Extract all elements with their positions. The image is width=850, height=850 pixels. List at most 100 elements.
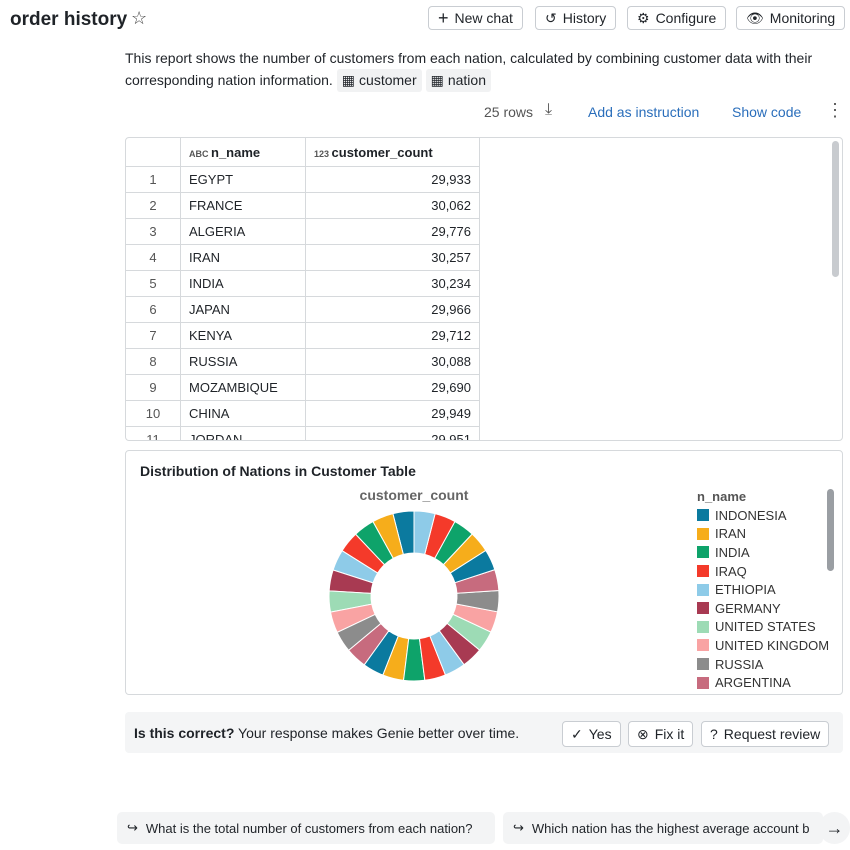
button-label: New chat [454, 10, 513, 26]
show-code-link[interactable]: Show code [732, 104, 802, 120]
download-icon[interactable]: ⤓ [545, 101, 553, 118]
table-cell: 11 [126, 426, 181, 440]
history-button[interactable]: ↺ History [535, 6, 617, 30]
legend-swatch [697, 527, 709, 540]
table-chip[interactable]: ▦ nation [425, 69, 491, 92]
table-row: 6 JAPAN 29,966 [126, 296, 480, 323]
legend-item: INDONESIA [697, 506, 837, 525]
description-text: This report shows the number of customer… [125, 50, 813, 88]
suggestion[interactable]: ↪ What is the total number of customers f… [117, 812, 495, 844]
table-cell: 29,776 [305, 218, 480, 245]
scrollbar[interactable] [832, 141, 839, 277]
table-cell: INDIA [180, 270, 306, 297]
table-cell: 29,712 [305, 322, 480, 349]
legend-label: IRAN [715, 526, 747, 542]
button-label: History [562, 10, 607, 26]
legend-swatch [697, 565, 709, 578]
star-icon[interactable]: ☆ [131, 8, 148, 28]
legend-swatch [697, 546, 709, 559]
table-row: 9 MOZAMBIQUE 29,690 [126, 374, 480, 401]
description: This report shows the number of customer… [125, 48, 830, 92]
table-cell: RUSSIA [180, 348, 306, 375]
scroll-right-button[interactable]: → [819, 812, 850, 844]
legend-item: UNITED STATES [697, 618, 837, 637]
chart-card: Distribution of Nations in Customer Tabl… [125, 450, 843, 695]
table-cell: KENYA [180, 322, 306, 349]
chart-title: Distribution of Nations in Customer Tabl… [140, 463, 416, 479]
table-row: 3 ALGERIA 29,776 [126, 218, 480, 245]
table-cell: 2 [126, 192, 181, 219]
table-chip[interactable]: ▦ customer [336, 69, 422, 92]
legend-label: UNITED KINGDOM [715, 637, 830, 653]
feedback-question: Is this correct? [134, 725, 235, 741]
button-label: Yes [588, 726, 612, 742]
feedback-message: Your response makes Genie better over ti… [238, 725, 520, 741]
legend-item: RUSSIA [697, 655, 837, 674]
feedback-text: Is this correct? Your response makes Gen… [134, 725, 519, 741]
table-cell: EGYPT [180, 166, 306, 193]
chart-subtitle: customer_count [360, 487, 469, 503]
table-row: 7 KENYA 29,712 [126, 322, 480, 349]
table-row: 4 IRAN 30,257 [126, 244, 480, 271]
table: ABC n_name 123 customer_count 1 EGYPT 29,9… [126, 138, 480, 440]
legend-swatch [697, 602, 709, 615]
legend-label: ETHIOPIA [715, 582, 776, 598]
legend-label: UNITED STATES [715, 619, 816, 635]
table-cell: 8 [126, 348, 181, 375]
legend-label: GERMANY [715, 600, 781, 616]
column-name: customer_count [331, 144, 433, 160]
table-cell: 3 [126, 218, 181, 245]
chart: customer_count [328, 487, 500, 682]
table-cell: JORDAN [180, 426, 306, 440]
table-cell: MOZAMBIQUE [180, 374, 306, 401]
legend-label: IRAQ [715, 563, 747, 579]
chip-label: customer [359, 72, 417, 88]
legend-swatch [697, 639, 709, 652]
table-cell: 29,933 [305, 166, 480, 193]
table-cell: 6 [126, 296, 181, 323]
column-name: n_name [211, 144, 261, 160]
button-label: Monitoring [769, 10, 836, 26]
table-row: 8 RUSSIA 30,088 [126, 348, 480, 375]
button-label: Fix it [654, 726, 685, 742]
table-row: 5 INDIA 30,234 [126, 270, 480, 297]
new-chat-button[interactable]: + New chat [428, 6, 523, 30]
table-cell: 30,088 [305, 348, 480, 375]
monitoring-button[interactable]: 👁 Monitoring [736, 6, 846, 30]
table-cell: 4 [126, 244, 181, 271]
review-button[interactable]: ? Request review [701, 721, 830, 747]
suggestion-text: Which nation has the highest average acc… [531, 820, 810, 836]
legend-label: INDONESIA [715, 507, 787, 523]
table-cell: 1 [126, 166, 181, 193]
legend-item: GERMANY [697, 599, 837, 618]
legend-swatch [697, 676, 709, 689]
table-cell: 9 [126, 374, 181, 401]
suggestion[interactable]: ↪ Which nation has the highest average ac… [503, 812, 823, 844]
legend-swatch [697, 658, 709, 671]
suggestion-text: What is the total number of customers fr… [145, 820, 473, 836]
add-instruction-link[interactable]: Add as instruction [588, 104, 700, 120]
table-cell: 29,951 [305, 426, 480, 440]
legend-swatch [697, 583, 709, 596]
table-cell: 29,949 [305, 400, 480, 427]
yes-button[interactable]: ✓ Yes [562, 721, 621, 747]
legend-item: INDIA [697, 543, 837, 562]
table-row: 11 JORDAN 29,951 [126, 426, 480, 440]
column-header: ABC n_name [180, 138, 306, 167]
table-cell: 5 [126, 270, 181, 297]
kebab-menu[interactable]: ⋮ [826, 100, 844, 120]
legend-item: ARGENTINA [697, 673, 837, 689]
table-cell: 30,257 [305, 244, 480, 271]
legend-item: IRAQ [697, 562, 837, 581]
table-cell: 29,690 [305, 374, 480, 401]
pie-slice [413, 510, 436, 555]
configure-button[interactable]: ⚙ Configure [627, 6, 727, 30]
table-cell: 7 [126, 322, 181, 349]
table-cell: FRANCE [180, 192, 306, 219]
table-cell: 10 [126, 400, 181, 427]
fix-button[interactable]: ⊗ Fix it [628, 721, 694, 747]
table-row: 10 CHINA 29,949 [126, 400, 480, 427]
legend-scrollbar[interactable] [827, 489, 834, 571]
legend-swatch [697, 620, 709, 633]
row-count: 25 rows [484, 104, 534, 120]
